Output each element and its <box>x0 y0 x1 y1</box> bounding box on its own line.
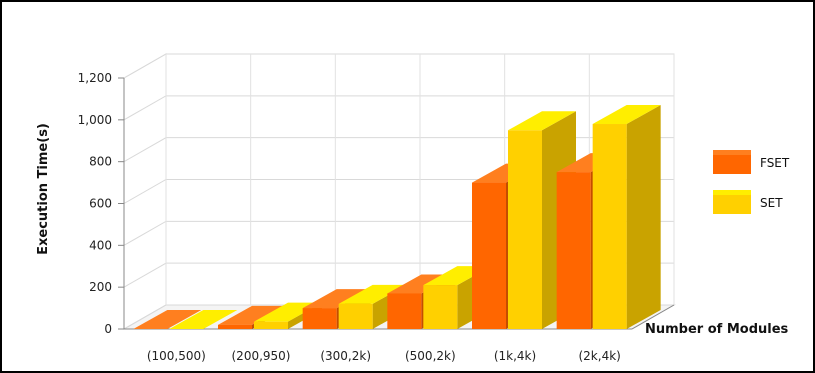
bar-front <box>254 321 288 329</box>
bar-side <box>626 105 661 330</box>
grid-lines <box>118 53 675 330</box>
y-tick-label: 1,000 <box>78 113 112 127</box>
y-tick-label: 600 <box>89 197 112 211</box>
legend-item: SET <box>713 190 783 214</box>
bar-top <box>508 111 576 131</box>
x-tick-labels: (100,500) (200,950) (300,2k) (500,2k) (1k,4k… <box>147 349 621 363</box>
bar-front <box>508 130 542 329</box>
x-axis-depth-line <box>631 304 675 330</box>
legend-label: SET <box>760 196 783 210</box>
bar-fset <box>133 310 202 329</box>
x-tick-label: (1k,4k) <box>494 349 536 363</box>
legend-swatch-top <box>713 150 751 155</box>
bar-top <box>169 310 238 329</box>
x-tick-label: (200,950) <box>232 349 291 363</box>
bar-set <box>592 105 661 330</box>
y-tick-label: 1,200 <box>78 71 112 85</box>
bar-front <box>556 172 591 329</box>
legend-label: FSET <box>760 156 790 170</box>
y-tick-label: 400 <box>89 238 112 252</box>
y-axis-title: Execution Time(s) <box>36 123 51 255</box>
bar-front <box>387 293 422 329</box>
bar-front <box>472 182 506 329</box>
y-tick-labels: 0 200 400 600 800 1,000 1,200 <box>78 71 112 336</box>
legend-item: FSET <box>713 150 790 174</box>
x-tick-label: (2k,4k) <box>578 349 620 363</box>
bar-top <box>218 305 286 325</box>
bar-front <box>338 303 373 329</box>
y-tick-label: 800 <box>89 155 112 169</box>
bar-set <box>169 310 238 329</box>
y-tick-label: 0 <box>104 322 112 336</box>
x-tick-label: (300,2k) <box>320 349 371 363</box>
bars <box>133 105 661 330</box>
bar-top <box>338 284 407 304</box>
bar-front <box>218 324 252 329</box>
x-tick-label: (500,2k) <box>405 349 456 363</box>
bar-top <box>302 289 371 309</box>
bar-front <box>423 285 458 329</box>
x-tick-label: (100,500) <box>147 349 206 363</box>
bar-front <box>592 124 627 330</box>
legend: FSET SET <box>713 150 790 214</box>
x-axis-title: Number of Modules <box>645 322 789 337</box>
legend-swatch-top <box>713 190 751 195</box>
bar-front <box>302 308 337 329</box>
y-tick-label: 200 <box>89 280 112 294</box>
bar-top <box>592 105 661 125</box>
bar-top <box>133 310 202 329</box>
